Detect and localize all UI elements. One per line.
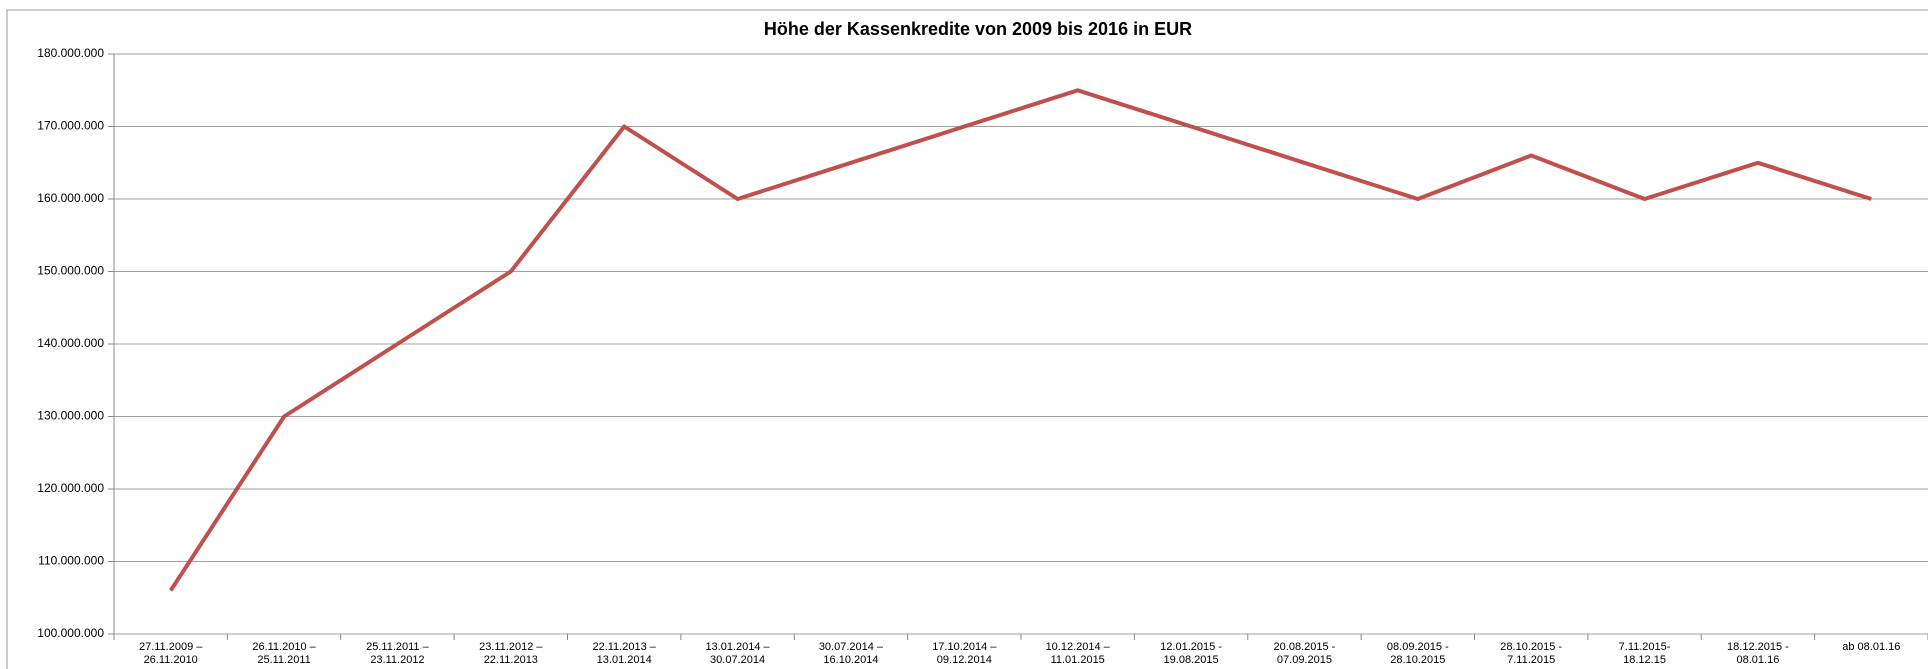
x-tick-label: 13.01.2014 – 30.07.2014 [705,641,770,666]
y-tick-label: 180.000.000 [37,46,104,60]
x-tick-label: 7.11.2015- 18.12.15 [1618,641,1671,666]
y-tick-label: 100.000.000 [37,626,104,640]
data-line [169,88,1872,592]
y-tick-label: 130.000.000 [37,409,104,423]
y-tick-label: 140.000.000 [37,336,104,350]
x-tick-label: 27.11.2009 – 26.11.2010 [138,641,203,666]
x-tick-label: 26.11.2010 – 25.11.2011 [252,641,316,666]
x-tick-label: 08.09.2015 - 28.10.2015 [1386,641,1449,666]
chart-border [6,9,1928,669]
x-tick-label: ab 08.01.16 [1842,641,1901,653]
x-tick-label: 22.11.2013 – 13.01.2014 [592,641,656,666]
x-tick-label: 25.11.2011 – 23.11.2012 [366,641,429,666]
y-tick-label: 110.000.000 [38,554,104,568]
x-tick-label: 20.08.2015 - 07.09.2015 [1273,641,1336,666]
y-tick-label: 170.000.000 [37,119,104,133]
x-tick-label: 23.11.2012 – 22.11.2013 [479,641,543,666]
y-tick-label: 120.000.000 [37,481,104,495]
x-tick-label: 18.12.2015 - 08.01.16 [1727,641,1789,666]
x-tick-label: 30.07.2014 – 16.10.2014 [818,641,884,666]
chart-title: Höhe der Kassenkredite von 2009 bis 2016… [764,19,1192,39]
x-tick-label: 28.10.2015 - 7.11.2015 [1500,641,1563,666]
x-tick-label: 17.10.2014 – 09.12.2014 [932,641,997,666]
y-tick-label: 150.000.000 [37,264,104,278]
x-tick-label: 10.12.2014 – 11.01.2015 [1045,641,1110,666]
y-tick-label: 160.000.000 [37,191,104,205]
x-tick-label: 12.01.2015 - 19.08.2015 [1160,641,1222,666]
